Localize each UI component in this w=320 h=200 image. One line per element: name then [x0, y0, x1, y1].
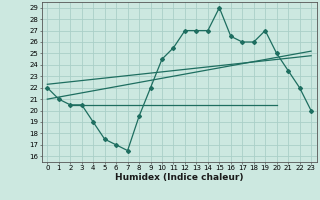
X-axis label: Humidex (Indice chaleur): Humidex (Indice chaleur) [115, 173, 244, 182]
